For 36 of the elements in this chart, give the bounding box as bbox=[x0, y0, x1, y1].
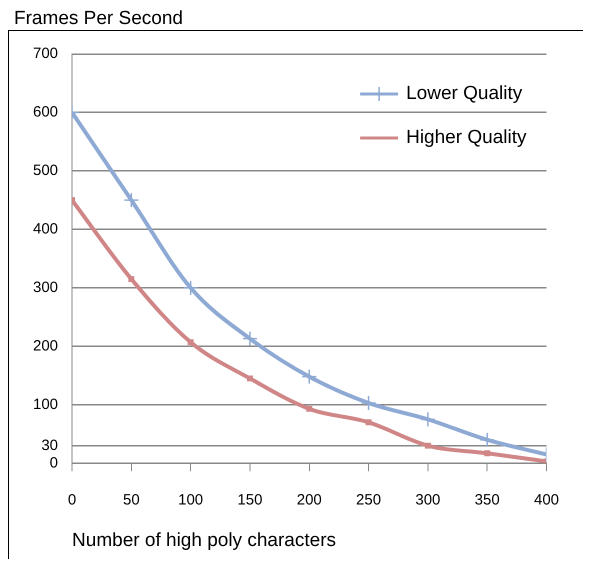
point bbox=[424, 442, 431, 449]
point bbox=[360, 395, 376, 411]
y-axis-title: Frames Per Second bbox=[14, 8, 184, 30]
point bbox=[366, 419, 372, 426]
y-tick-label: 100 bbox=[32, 396, 58, 413]
y-tick-label: 700 bbox=[32, 45, 58, 62]
point bbox=[306, 406, 312, 412]
point bbox=[128, 276, 134, 282]
point bbox=[484, 450, 490, 456]
x-tick-label: 0 bbox=[68, 491, 76, 508]
x-tick-label: 300 bbox=[415, 491, 440, 508]
x-tick-label: 100 bbox=[178, 491, 204, 508]
x-tick-label: 50 bbox=[122, 491, 140, 508]
point bbox=[302, 368, 318, 384]
point bbox=[188, 339, 194, 346]
y-tick-label: 400 bbox=[32, 220, 58, 238]
x-tick-label: 250 bbox=[356, 491, 382, 508]
x-tick-label: 400 bbox=[534, 491, 559, 508]
point bbox=[124, 192, 140, 208]
point bbox=[242, 330, 258, 346]
y-tick-label: 0 bbox=[50, 454, 58, 472]
legend-label: Lower Quality bbox=[406, 83, 523, 104]
x-tick-label: 200 bbox=[296, 491, 322, 508]
x-tick-label: 150 bbox=[237, 491, 262, 508]
point bbox=[182, 280, 198, 296]
y-tick-label: 200 bbox=[32, 337, 58, 354]
y-tick-label: 500 bbox=[32, 162, 58, 180]
point bbox=[479, 432, 495, 448]
y-tick-label: 30 bbox=[41, 436, 58, 454]
point bbox=[420, 412, 436, 428]
legend-label: Higher Quality bbox=[406, 127, 527, 148]
point bbox=[246, 375, 253, 382]
y-tick-label: 300 bbox=[32, 278, 58, 296]
x-tick-label: 350 bbox=[474, 491, 500, 508]
x-axis-title: Number of high poly characters bbox=[72, 530, 336, 551]
y-tick-label: 600 bbox=[32, 104, 58, 121]
